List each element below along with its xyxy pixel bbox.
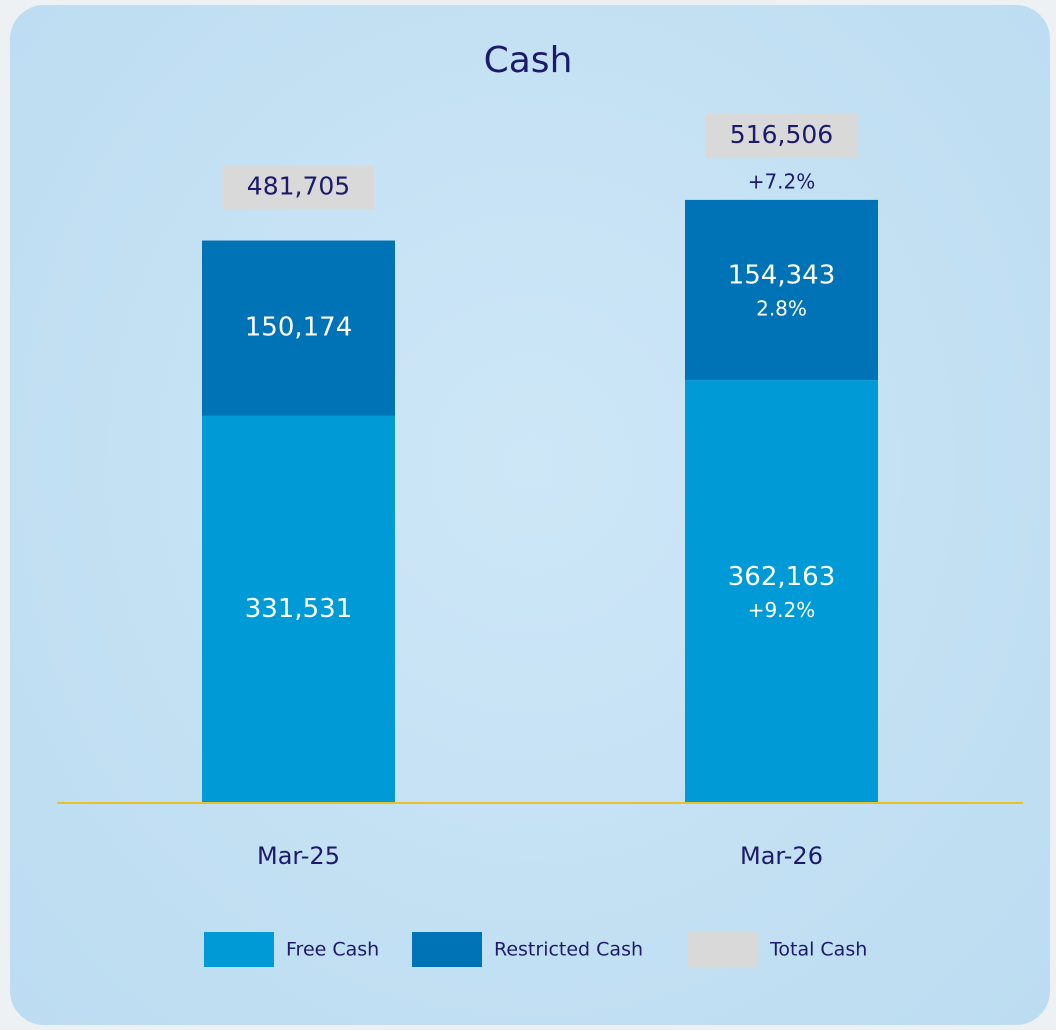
bar-segment (685, 199, 878, 381)
bar-segment (202, 240, 395, 416)
legend-label: Restricted Cash (494, 939, 643, 961)
total-label-box (222, 165, 375, 210)
x-tick-label: Mar-26 (740, 842, 823, 870)
value-label: 150,174 (245, 313, 353, 343)
chart-title: Cash (484, 40, 573, 81)
x-tick-label: Mar-25 (257, 842, 340, 870)
legend-label: Free Cash (286, 939, 379, 961)
bar-segment (685, 380, 878, 803)
change-label: +7.2% (748, 169, 816, 193)
total-label: 516,506 (730, 120, 833, 149)
legend-swatch (412, 932, 482, 967)
value-label: 331,531 (245, 594, 353, 624)
legend-label: Total Cash (769, 939, 867, 961)
legend-swatch (688, 932, 758, 967)
legend-swatch (204, 932, 274, 967)
change-label: 2.8% (756, 297, 807, 321)
value-label: 154,343 (728, 261, 836, 291)
total-label-box (705, 113, 858, 158)
bar-segment (202, 415, 395, 803)
total-label: 481,705 (247, 172, 350, 201)
change-label: +9.2% (748, 598, 816, 622)
value-label: 362,163 (728, 562, 836, 592)
